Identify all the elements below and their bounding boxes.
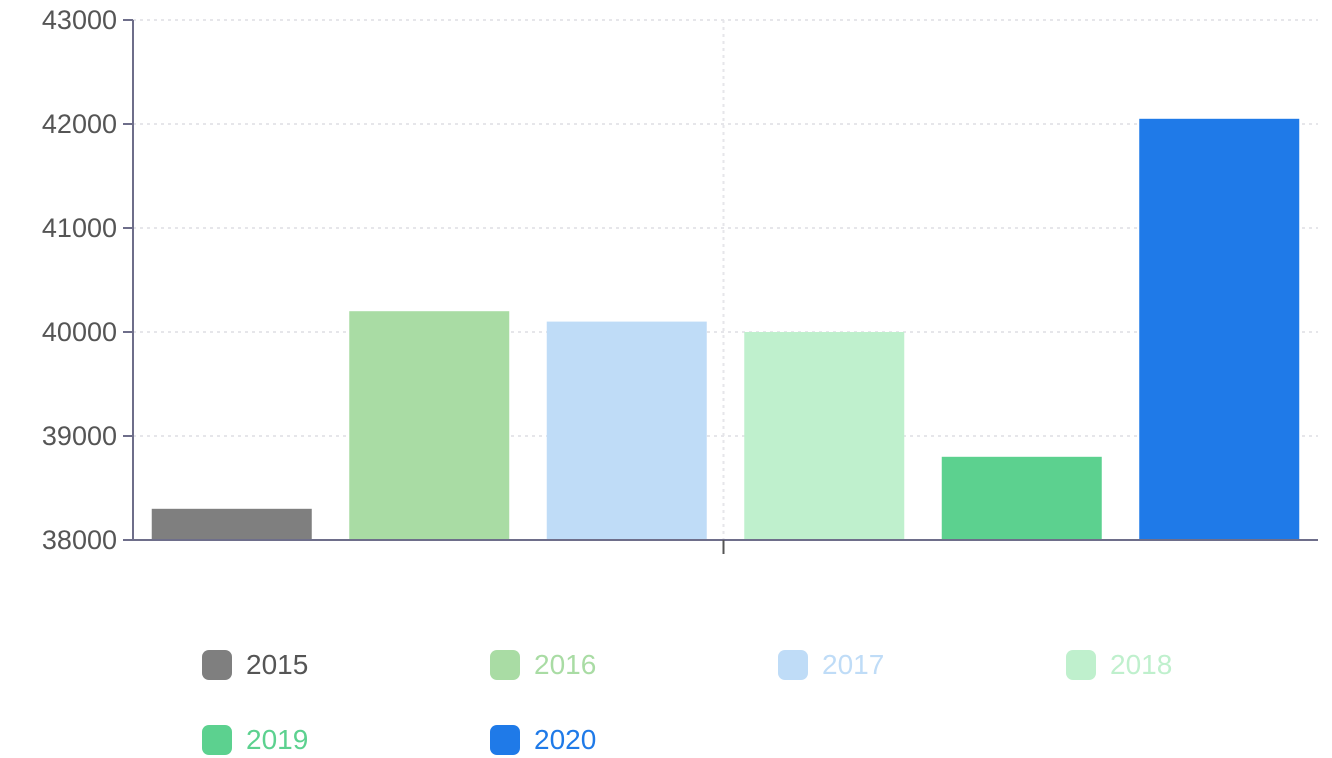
y-tick-label: 39000: [42, 421, 117, 451]
legend-item-2016[interactable]: 2016: [490, 645, 596, 685]
legend-item-2018[interactable]: 2018: [1066, 645, 1172, 685]
legend-label: 2019: [246, 724, 309, 755]
legend-swatch: [490, 650, 520, 680]
legend-label: 2018: [1110, 649, 1173, 680]
legend-item-2019[interactable]: 2019: [202, 720, 308, 758]
bar-2018: [744, 332, 905, 540]
bar-2020: [1139, 118, 1300, 541]
y-tick-label: 40000: [42, 317, 117, 347]
legend-label: 2015: [246, 649, 309, 680]
legend-item-2020[interactable]: 2020: [490, 720, 596, 758]
legend-item-2017[interactable]: 2017: [778, 645, 884, 685]
bar-2016: [349, 311, 510, 540]
legend-swatch: [202, 650, 232, 680]
legend-label: 2017: [822, 649, 885, 680]
y-tick-label: 43000: [42, 5, 117, 35]
legend-swatch: [202, 725, 232, 755]
bar-2015: [151, 508, 312, 540]
y-tick-label: 42000: [42, 109, 117, 139]
legend-item-2015[interactable]: 2015: [202, 645, 308, 685]
bar-2019: [941, 456, 1102, 540]
bar-2017: [546, 321, 707, 540]
legend-swatch: [490, 725, 520, 755]
legend-swatch: [778, 650, 808, 680]
legend-label: 2016: [534, 649, 597, 680]
y-tick-label: 41000: [42, 213, 117, 243]
y-tick-label: 38000: [42, 525, 117, 555]
legend-label: 2020: [534, 724, 597, 755]
legend-swatch: [1066, 650, 1096, 680]
